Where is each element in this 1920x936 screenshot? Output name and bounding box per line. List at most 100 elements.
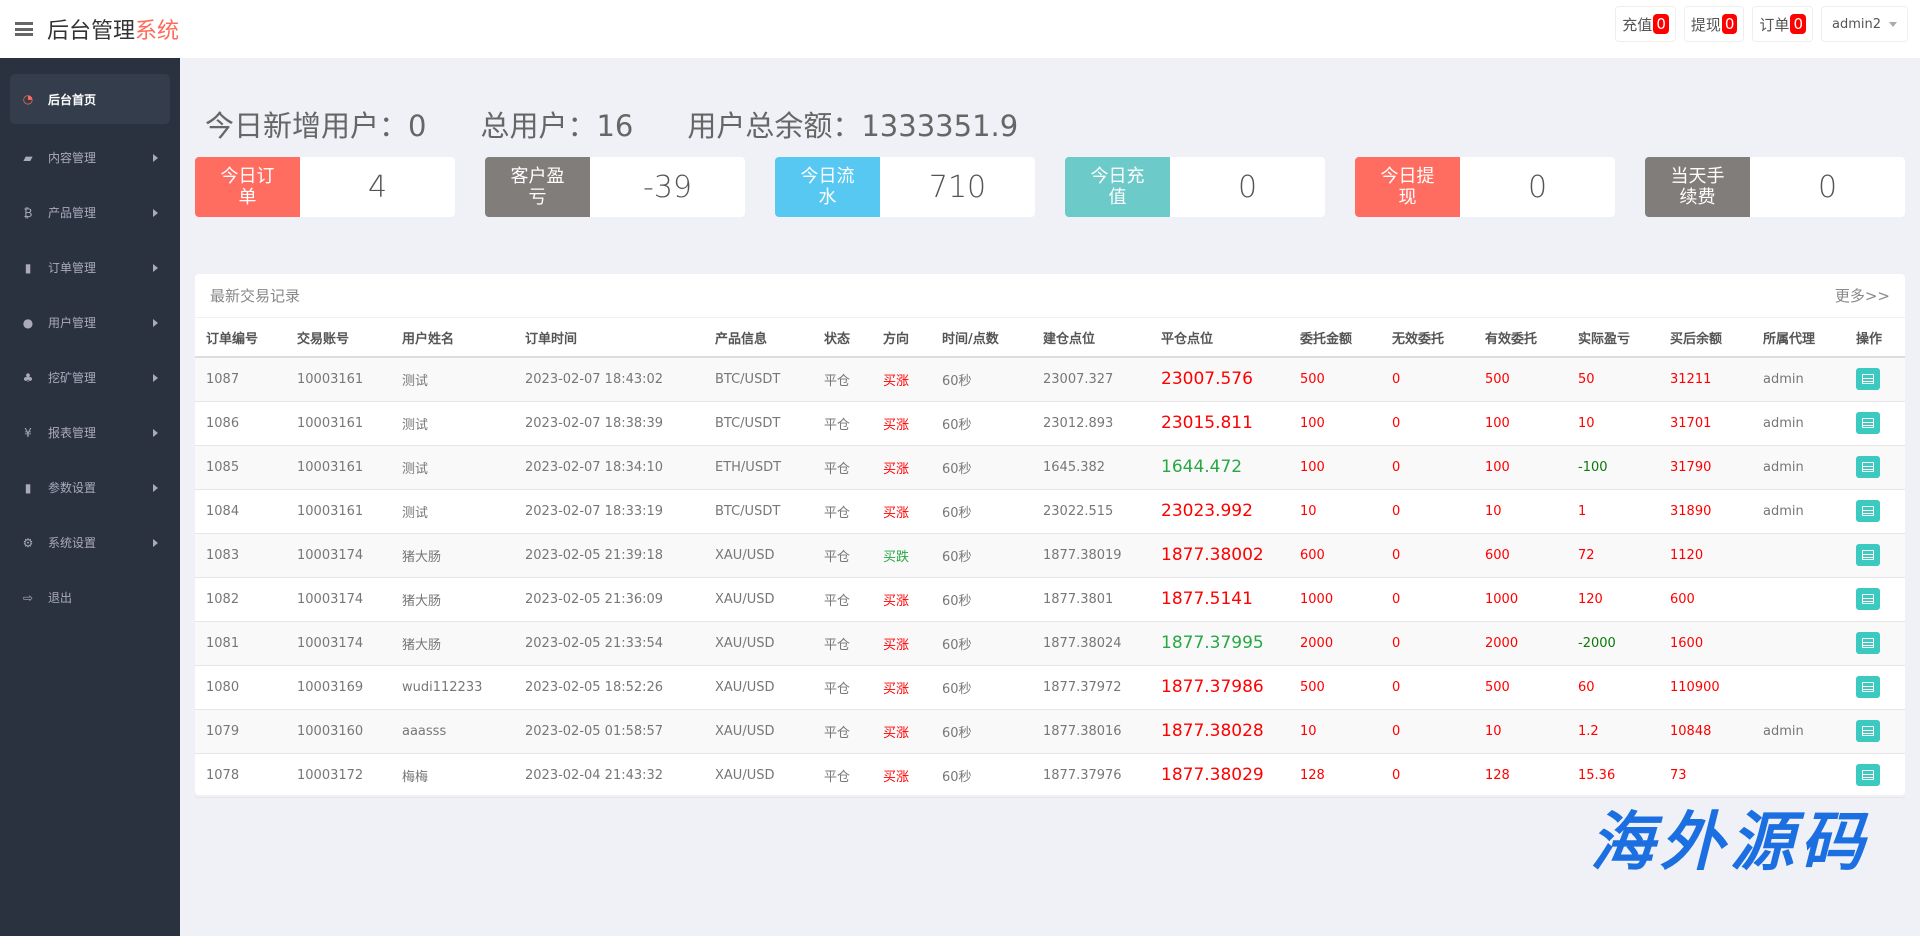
view-detail-button[interactable]	[1856, 412, 1880, 434]
table-cell: 23007.327	[1032, 357, 1150, 402]
table-cell: 平仓	[813, 577, 872, 622]
column-header: 订单编号	[195, 318, 286, 358]
table-cell: 23015.811	[1150, 401, 1289, 446]
table-cell: 100	[1474, 445, 1567, 490]
stat-card: 今日流水 710	[775, 157, 1035, 217]
table-cell: 23012.893	[1032, 401, 1150, 446]
sidebar-item-0[interactable]: ◔ 后台首页	[10, 74, 170, 124]
table-cell: 500	[1474, 357, 1567, 402]
watermark: 海外源码	[1590, 805, 1870, 880]
table-cell: 1600	[1659, 621, 1752, 666]
sitemap-icon: ♣	[22, 370, 34, 385]
sidebar-item-label: 订单管理	[48, 261, 97, 275]
withdraw-button[interactable]: 提现 0	[1683, 6, 1745, 42]
sidebar-item-1[interactable]: ▰ 内容管理	[0, 130, 180, 185]
table-cell: 128	[1289, 753, 1381, 798]
column-header: 无效委托	[1381, 318, 1474, 358]
table-cell: 10	[1289, 709, 1381, 754]
sidebar-item-label: 报表管理	[48, 426, 97, 440]
orders-button[interactable]: 订单 0	[1752, 6, 1813, 42]
stat-card: 当天手续费 0	[1645, 157, 1905, 217]
table-cell: 100	[1289, 445, 1381, 490]
table-cell: 猪大肠	[391, 577, 514, 622]
caret-right-icon	[153, 373, 162, 382]
table-cell	[1752, 533, 1845, 578]
table-cell: 2023-02-05 21:39:18	[514, 533, 704, 578]
column-header: 委托金额	[1289, 318, 1381, 358]
sidebar-item-label: 挖矿管理	[48, 371, 97, 385]
sidebar-item-9[interactable]: ⇨ 退出	[0, 570, 180, 625]
sidebar-item-5[interactable]: ♣ 挖矿管理	[0, 350, 180, 405]
table-cell: 买涨	[872, 665, 931, 710]
sidebar-item-2[interactable]: ₿ 产品管理	[0, 185, 180, 240]
table-cell: 2023-02-05 21:33:54	[514, 621, 704, 666]
table-cell: 10003160	[286, 709, 391, 754]
list-icon	[1862, 462, 1874, 472]
table-cell: 平仓	[813, 401, 872, 446]
table-cell: 15.36	[1567, 753, 1659, 798]
table-cell: 1877.3801	[1032, 577, 1150, 622]
table-row: 1085 10003161 测试 2023-02-07 18:34:10 ETH/USD…	[195, 445, 1905, 490]
table-cell: 1000	[1474, 577, 1567, 622]
table-cell	[1752, 753, 1845, 798]
view-detail-button[interactable]	[1856, 500, 1880, 522]
dashboard-icon: ◔	[22, 92, 34, 106]
view-detail-button[interactable]	[1856, 544, 1880, 566]
stat-card-value: 4	[367, 169, 388, 205]
column-header: 有效委托	[1474, 318, 1567, 358]
caret-right-icon	[153, 318, 162, 327]
view-detail-button[interactable]	[1856, 588, 1880, 610]
view-detail-button[interactable]	[1856, 368, 1880, 391]
table-cell: 2023-02-05 18:52:26	[514, 665, 704, 710]
table-cell: 测试	[391, 357, 514, 402]
sidebar-item-6[interactable]: ¥ 报表管理	[0, 405, 180, 460]
table-cell: 23007.576	[1150, 357, 1289, 402]
sidebar-item-4[interactable]: ● 用户管理	[0, 295, 180, 350]
table-row: 1079 10003160 aaasss 2023-02-05 01:58:57 XAU…	[195, 709, 1905, 754]
table-cell: 1877.5141	[1150, 577, 1289, 622]
table-cell: wudi112233	[391, 665, 514, 710]
menu-toggle-icon[interactable]	[15, 22, 33, 36]
table-cell: 1877.38019	[1032, 533, 1150, 578]
table-cell: admin	[1752, 709, 1845, 754]
view-detail-button[interactable]	[1856, 764, 1880, 786]
table-cell: admin	[1752, 357, 1845, 402]
table-cell: 买涨	[872, 401, 931, 446]
table-cell: 0	[1381, 753, 1474, 798]
table-cell: 73	[1659, 753, 1752, 798]
stat-card-value: 0	[1237, 169, 1258, 205]
table-cell: 1877.38024	[1032, 621, 1150, 666]
sidebar-item-label: 系统设置	[48, 536, 97, 550]
sidebar-item-8[interactable]: ⚙ 系统设置	[0, 515, 180, 570]
table-cell: 平仓	[813, 665, 872, 710]
sidebar-item-7[interactable]: ▮ 参数设置	[0, 460, 180, 515]
view-detail-button[interactable]	[1856, 676, 1880, 698]
table-cell: 2023-02-05 21:36:09	[514, 577, 704, 622]
table-cell: 1877.37976	[1032, 753, 1150, 798]
new-users-today: 今日新增用户：0	[205, 109, 427, 143]
table-cell: 60秒	[931, 445, 1032, 490]
view-detail-button[interactable]	[1856, 632, 1880, 654]
user-menu-dropdown[interactable]: admin2	[1820, 6, 1908, 42]
sidebar-item-label: 产品管理	[48, 206, 97, 220]
table-cell: 2023-02-07 18:33:19	[514, 489, 704, 534]
table-cell: 60	[1567, 665, 1659, 710]
more-link[interactable]: 更多>>	[1834, 287, 1890, 305]
recharge-button[interactable]: 充值 0	[1615, 6, 1676, 42]
list-icon	[1862, 374, 1874, 385]
book-icon: ▰	[23, 150, 33, 165]
table-row: 1082 10003174 猪大肠 2023-02-05 21:36:09 XAU/US…	[195, 577, 1905, 622]
view-detail-button[interactable]	[1856, 456, 1880, 478]
sidebar-item-3[interactable]: ▮ 订单管理	[0, 240, 180, 295]
caret-right-icon	[153, 263, 162, 272]
view-detail-button[interactable]	[1856, 720, 1880, 742]
total-balance: 用户总余额：1333351.9	[687, 109, 1019, 143]
table-row: 1083 10003174 猪大肠 2023-02-05 21:39:18 XAU/US…	[195, 533, 1905, 578]
table-cell: 31890	[1659, 489, 1752, 534]
list-icon	[1862, 770, 1874, 780]
table-cell: 10003172	[286, 753, 391, 798]
table-cell: 1645.382	[1032, 445, 1150, 490]
table-row: 1080 10003169 wudi112233 2023-02-05 18:52:2…	[195, 665, 1905, 710]
table-cell: 梅梅	[391, 753, 514, 798]
recharge-count-badge: 0	[1653, 14, 1669, 34]
